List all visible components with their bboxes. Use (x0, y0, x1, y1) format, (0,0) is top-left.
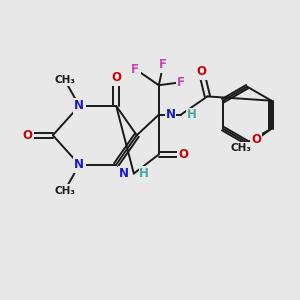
Text: F: F (131, 62, 139, 76)
Text: N: N (74, 158, 84, 171)
Text: O: O (179, 148, 189, 161)
Text: O: O (111, 71, 121, 84)
Text: CH₃: CH₃ (230, 143, 251, 153)
Text: O: O (251, 133, 261, 146)
Text: F: F (177, 76, 185, 89)
Text: N: N (74, 99, 84, 112)
Text: O: O (196, 65, 206, 79)
Text: CH₃: CH₃ (54, 75, 75, 85)
Text: H: H (187, 108, 197, 121)
Text: CH₃: CH₃ (54, 186, 75, 196)
Text: N: N (118, 167, 128, 180)
Text: H: H (139, 167, 149, 180)
Text: O: O (23, 129, 33, 142)
Text: F: F (159, 58, 167, 71)
Text: N: N (166, 108, 176, 121)
